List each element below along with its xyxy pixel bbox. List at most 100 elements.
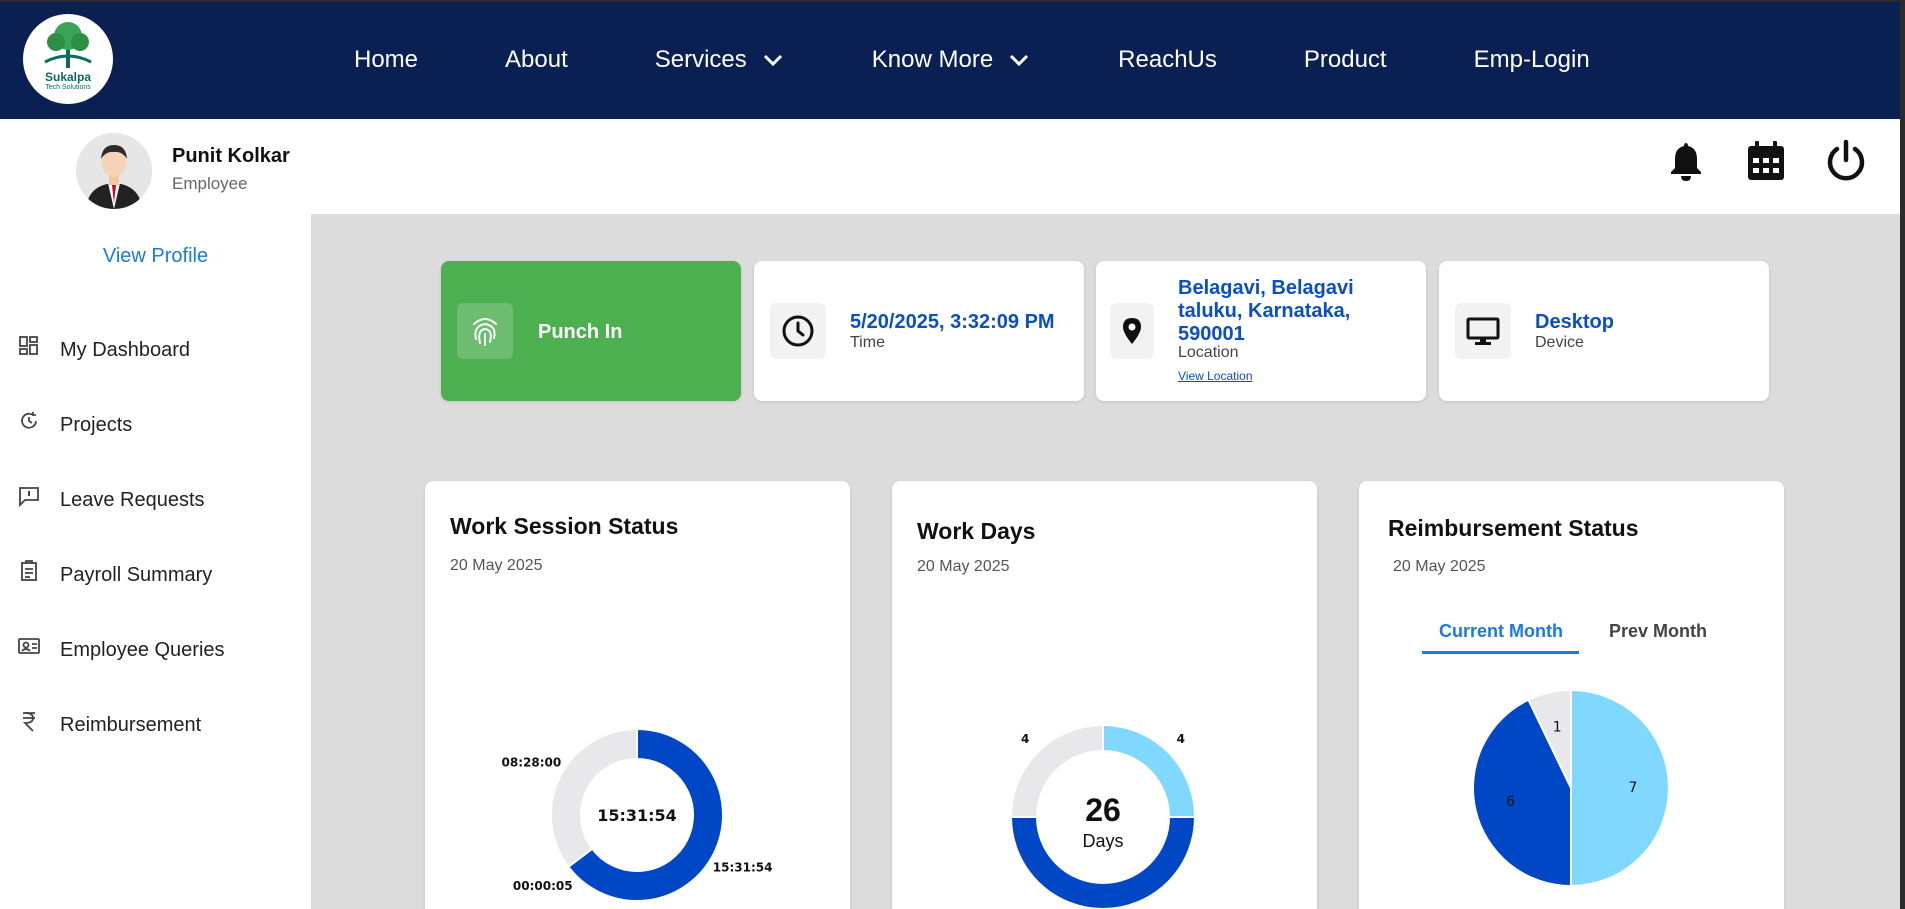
payroll-icon: [18, 560, 40, 582]
sidebar-item-payroll-summary[interactable]: Payroll Summary: [0, 560, 311, 635]
nav-emp-login-label: Emp-Login: [1474, 46, 1590, 74]
reimbursement-panel: Reimbursement Status 20 May 2025 Current…: [1359, 481, 1784, 909]
work-days-donut-chart: 48426Days: [892, 591, 1317, 909]
nav-product-label: Product: [1304, 46, 1387, 74]
sidebar-item-label: Payroll Summary: [60, 564, 212, 587]
reimbursement-pie-chart: 7 6 1: [1359, 661, 1784, 909]
tab-prev-month[interactable]: Prev Month: [1609, 621, 1707, 642]
nav-know-more-label: Know More: [872, 46, 993, 74]
chart-slice-label-0: 4: [1177, 732, 1185, 746]
fingerprint-icon-box: [457, 303, 513, 359]
punch-in-button[interactable]: Punch In: [441, 261, 741, 401]
location-value: Belagavi, Belagavi taluku, Karnataka, 59…: [1178, 277, 1378, 346]
tree-logo-icon: [23, 14, 113, 70]
nav-reachus-label: ReachUs: [1118, 46, 1217, 74]
location-card: Belagavi, Belagavi taluku, Karnataka, 59…: [1096, 261, 1426, 401]
time-value: 5/20/2025, 3:32:09 PM: [850, 311, 1055, 334]
sidebar-item-leave-requests[interactable]: Leave Requests: [0, 485, 311, 560]
device-card: Desktop Device: [1439, 261, 1769, 401]
window-edge: [1900, 0, 1905, 909]
chevron-down-icon: [761, 48, 785, 72]
nav-home[interactable]: Home: [354, 46, 418, 74]
sidebar-item-projects[interactable]: Projects: [0, 410, 311, 485]
top-nav-bar: Sukalpa Tech Solutions Home About Servic…: [0, 0, 1900, 119]
work-session-donut-chart: 15:31:54 00:00:05 08:28:00 15:31:54: [425, 591, 850, 909]
chart-slice-label-2: 1: [1553, 720, 1562, 736]
active-tab-indicator: [1422, 651, 1579, 654]
desktop-icon: [1466, 314, 1500, 348]
nav-emp-login[interactable]: Emp-Login: [1474, 46, 1590, 74]
sidebar-item-my-dashboard[interactable]: My Dashboard: [0, 335, 311, 410]
fingerprint-icon: [468, 314, 502, 348]
projects-icon: [18, 410, 40, 432]
time-card: 5/20/2025, 3:32:09 PM Time: [754, 261, 1084, 401]
user-name: Punit Kolkar: [172, 145, 290, 168]
user-avatar-icon: [76, 133, 152, 209]
panel-date: 20 May 2025: [917, 558, 1010, 576]
location-caption: Location: [1178, 344, 1239, 362]
work-session-panel: Work Session Status 20 May 2025 15:31:54…: [425, 481, 850, 909]
tab-current-month[interactable]: Current Month: [1439, 621, 1563, 642]
bell-icon[interactable]: [1664, 139, 1708, 183]
chevron-down-icon: [1007, 48, 1031, 72]
chart-slice-2[interactable]: [551, 729, 637, 867]
chart-slice-label-0: 7: [1629, 780, 1638, 796]
sidebar-item-label: Projects: [60, 414, 132, 437]
sidebar-item-label: My Dashboard: [60, 339, 190, 362]
main-nav: Home About Services Know More ReachUs Pr…: [354, 46, 1677, 74]
location-pin-icon: [1120, 317, 1144, 345]
dashboard-icon: [18, 335, 40, 357]
nav-know-more[interactable]: Know More: [872, 46, 1031, 74]
clock-icon-box: [770, 303, 826, 359]
nav-product[interactable]: Product: [1304, 46, 1387, 74]
donut-center-label: 15:31:54: [597, 806, 677, 825]
sidebar-item-label: Reimbursement: [60, 714, 201, 737]
sidebar-item-employee-queries[interactable]: Employee Queries: [0, 635, 311, 710]
time-caption: Time: [850, 334, 885, 352]
device-caption: Device: [1535, 334, 1584, 352]
window-top-edge: [0, 0, 1905, 2]
view-profile-link[interactable]: View Profile: [0, 245, 311, 268]
chart-slice-label-2: 08:28:00: [502, 755, 562, 769]
panel-title: Work Session Status: [450, 513, 678, 540]
rupee-icon: [18, 710, 40, 732]
chart-slice-0[interactable]: [1571, 690, 1669, 886]
sidebar-item-label: Leave Requests: [60, 489, 205, 512]
brand-name: Sukalpa: [23, 70, 113, 84]
nav-services[interactable]: Services: [655, 46, 785, 74]
nav-about[interactable]: About: [505, 46, 568, 74]
sidebar-item-reimbursement[interactable]: Reimbursement: [0, 710, 311, 785]
leave-icon: [18, 485, 40, 507]
nav-home-label: Home: [354, 46, 418, 74]
work-days-total: 26: [1085, 792, 1121, 828]
clock-icon: [781, 314, 815, 348]
brand-tagline: Tech Solutions: [23, 84, 113, 91]
panel-title: Reimbursement Status: [1388, 515, 1639, 542]
sidebar: Punit Kolkar Employee View Profile My Da…: [0, 119, 311, 909]
power-icon[interactable]: [1824, 139, 1868, 183]
user-role: Employee: [172, 174, 248, 194]
panel-title: Work Days: [917, 518, 1035, 545]
chart-slice-label-1: 00:00:05: [513, 879, 573, 893]
device-value: Desktop: [1535, 311, 1614, 334]
view-location-link[interactable]: View Location: [1178, 369, 1253, 383]
brand-logo[interactable]: Sukalpa Tech Solutions: [23, 14, 113, 104]
location-icon-box: [1110, 303, 1154, 359]
nav-reachus[interactable]: ReachUs: [1118, 46, 1217, 74]
work-days-caption: Days: [1082, 831, 1123, 851]
dashboard-main: Punch In 5/20/2025, 3:32:09 PM Time Bela…: [311, 214, 1900, 909]
work-days-panel: Work Days 20 May 2025 48426Days: [892, 481, 1317, 909]
desktop-icon-box: [1455, 303, 1511, 359]
chart-slice-label-2: 4: [1021, 732, 1029, 746]
nav-services-label: Services: [655, 46, 747, 74]
avatar[interactable]: [76, 133, 152, 209]
chart-slice-label-1: 6: [1506, 794, 1515, 810]
sidebar-item-label: Employee Queries: [60, 639, 225, 662]
queries-icon: [18, 635, 40, 657]
panel-date: 20 May 2025: [450, 557, 543, 575]
sidebar-menu: My Dashboard Projects Leave Requests Pay…: [0, 335, 311, 785]
calendar-icon[interactable]: [1744, 139, 1788, 183]
punch-in-label: Punch In: [538, 321, 622, 344]
panel-date: 20 May 2025: [1393, 558, 1486, 576]
chart-slice-label-0: 15:31:54: [713, 861, 773, 875]
